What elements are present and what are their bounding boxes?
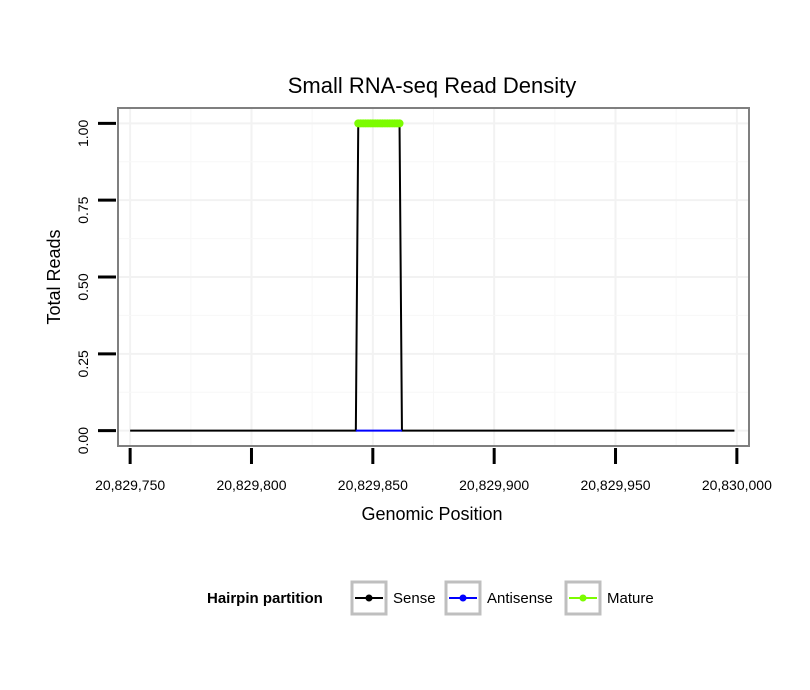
series-layer: [130, 119, 735, 432]
y-axis: 0.00 0.25 0.50 0.75 1.00: [75, 120, 116, 454]
legend-label-sense: Sense: [393, 590, 436, 607]
x-tick-label: 20,829,900: [459, 477, 529, 493]
x-tick-label: 20,829,750: [95, 477, 165, 493]
x-tick-label: 20,829,950: [580, 477, 650, 493]
y-tick-label: 1.00: [75, 120, 91, 147]
x-axis: 20,829,750 20,829,800 20,829,850 20,829,900…: [95, 448, 772, 493]
y-tick-label: 0.00: [75, 427, 91, 454]
y-tick-label: 0.50: [75, 273, 91, 300]
x-axis-title: Genomic Position: [361, 504, 502, 524]
x-tick-label: 20,830,000: [702, 477, 772, 493]
chart-title: Small RNA-seq Read Density: [288, 73, 577, 98]
x-tick-label: 20,829,800: [216, 477, 286, 493]
grid-lines: [118, 108, 749, 446]
y-tick-label: 0.25: [75, 350, 91, 377]
plot-border: [117, 107, 750, 447]
legend-title: Hairpin partition: [207, 590, 323, 607]
legend-key-point: [365, 594, 373, 602]
legend-label-mature: Mature: [607, 590, 654, 607]
legend-key-point: [459, 594, 467, 602]
y-axis-title: Total Reads: [44, 229, 64, 324]
x-tick-label: 20,829,850: [338, 477, 408, 493]
y-tick-label: 0.75: [75, 196, 91, 223]
legend: Hairpin partition Sense Antisense Mature: [207, 580, 654, 616]
legend-key-point: [579, 594, 587, 602]
mature-point: [395, 119, 404, 128]
legend-label-antisense: Antisense: [487, 590, 553, 607]
